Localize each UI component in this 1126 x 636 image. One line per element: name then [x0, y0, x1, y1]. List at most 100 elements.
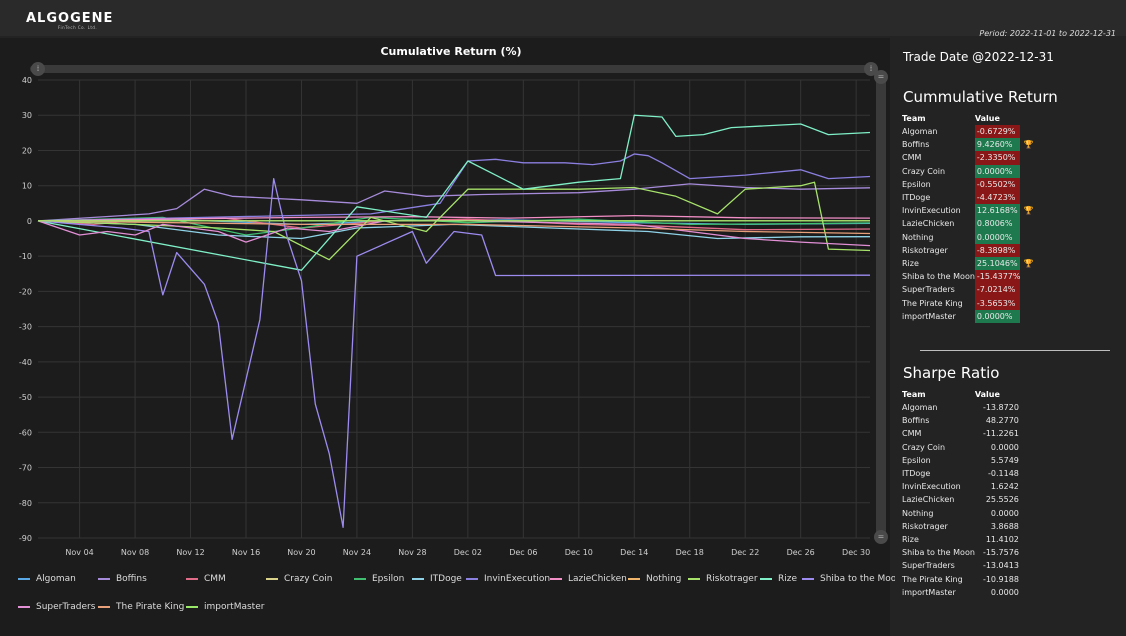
x-tick-label: Dec 02 [454, 548, 482, 557]
trophy-icon [1020, 178, 1037, 191]
y-tick-label: -20 [19, 287, 32, 296]
trophy-icon [1020, 310, 1037, 323]
chart-horizontal-scrollbar[interactable] [30, 65, 878, 73]
legend-item[interactable]: Algoman [18, 574, 76, 584]
legend-item[interactable]: Riskotrager [688, 574, 758, 584]
legend-item[interactable]: InvinExecution [466, 574, 550, 584]
legend-label: Boffins [116, 574, 147, 584]
y-tick-label: 30 [22, 111, 32, 120]
team-name: Rize [902, 534, 919, 544]
y-tick-label: -40 [19, 358, 32, 367]
scroll-top-handle[interactable]: = [874, 70, 888, 84]
y-axis: 40 30 20 10 0 -10 -20 -30 -40 -50 -60 -70 -80 -90 [19, 76, 32, 543]
cum-row: Crazy Coin 0.0000% [902, 164, 1037, 178]
cum-row: Epsilon -0.5502% [902, 177, 1037, 191]
sharpe-value: 0.0000 [990, 587, 1019, 597]
scroll-left-handle[interactable]: ⁞ [31, 62, 45, 76]
return-value: 25.1046% [974, 256, 1021, 271]
series-line [37, 214, 871, 222]
team-name: Epsilon [902, 455, 931, 465]
scroll-bottom-handle[interactable]: = [874, 530, 888, 544]
stats-panel: Trade Date @2022-12-31 Cummulative Retur… [895, 38, 1126, 636]
legend-swatch [550, 577, 562, 580]
chart-title: Cumulative Return (%) [380, 45, 521, 58]
algogene-logo: ALGOGENE [26, 11, 114, 26]
trade-date-title: Trade Date @2022-12-31 [903, 50, 1054, 64]
return-value: 12.6168% [974, 204, 1021, 218]
panel-divider [920, 350, 1110, 351]
legend-item[interactable]: importMaster [186, 602, 264, 612]
team-header: Team [902, 113, 926, 123]
trophy-icon [1020, 283, 1037, 296]
legend-label: Crazy Coin [284, 574, 333, 584]
top-bar: ALGOGENE FinTech Co. Ltd. Period: 2022-1… [0, 0, 1126, 38]
cum-row: The Pirate King -3.5653% [902, 296, 1037, 310]
sharpe-value: 5.5749 [990, 455, 1019, 465]
x-tick-label: Dec 06 [509, 548, 537, 557]
team-header: Team [902, 389, 926, 399]
cum-row: LazieChicken 0.8006% [902, 217, 1037, 231]
legend-item[interactable]: LazieChicken [550, 574, 627, 584]
trophy-icon [1020, 191, 1037, 204]
y-tick-label: 0 [27, 217, 32, 226]
x-tick-label: Nov 20 [287, 548, 315, 557]
team-name: importMaster [902, 311, 956, 321]
return-value: -3.5653% [974, 296, 1021, 310]
cumulative-return-table: Team Value Algoman -0.6729% Boffins 9.4260%… [902, 112, 1037, 323]
return-value: -2.3350% [974, 151, 1021, 165]
legend-swatch [18, 577, 30, 580]
sharpe-value: 1.6242 [990, 482, 1019, 492]
x-tick-label: Nov 08 [121, 548, 149, 557]
legend-item[interactable]: Rize [760, 574, 797, 584]
trophy-icon [1020, 151, 1037, 164]
logo-subtitle: FinTech Co. Ltd. [58, 25, 98, 30]
sharpe-value: -13.0413 [982, 561, 1019, 571]
trophy-icon: 🏆 [1023, 140, 1034, 150]
legend-swatch [802, 577, 814, 580]
legend-item[interactable]: SuperTraders [18, 602, 95, 612]
sharpe-row: ITDoge -0.1148 [902, 467, 1019, 480]
legend-item[interactable]: Shiba to the Moon [802, 574, 902, 584]
return-value: -0.6729% [974, 125, 1021, 139]
legend-label: CMM [204, 574, 226, 584]
legend-item[interactable]: Epsilon [354, 574, 404, 584]
sharpe-value: 25.5526 [985, 495, 1019, 505]
team-name: SuperTraders [902, 561, 955, 571]
team-name: CMM [902, 429, 922, 439]
return-value: 0.0000% [974, 309, 1021, 323]
cum-row: InvinExecution 12.6168% 🏆 [902, 204, 1037, 218]
sharpe-value: -13.8720 [982, 403, 1019, 413]
sharpe-value: 3.8688 [990, 521, 1019, 531]
y-tick-label: -60 [19, 428, 32, 437]
legend-swatch [354, 577, 366, 580]
legend-item[interactable]: Boffins [98, 574, 147, 584]
sharpe-value: 11.4102 [985, 534, 1019, 544]
team-name: Nothing [902, 508, 934, 518]
team-name: Algoman [902, 403, 938, 413]
cum-row: Rize 25.1046% 🏆 [902, 256, 1037, 271]
legend-item[interactable]: Crazy Coin [266, 574, 332, 584]
cum-row: Boffins 9.4260% 🏆 [902, 138, 1037, 152]
trophy-icon [1020, 270, 1037, 283]
legend-label: InvinExecution [484, 574, 551, 584]
x-tick-label: Dec 26 [787, 548, 815, 557]
legend-item[interactable]: CMM [186, 574, 226, 584]
chart-vertical-scrollbar[interactable] [876, 72, 886, 542]
legend-label: ITDoge [430, 574, 462, 584]
legend-label: The Pirate King [116, 602, 185, 612]
legend-item[interactable]: Nothing [628, 574, 681, 584]
legend-swatch [266, 577, 278, 580]
team-name: Riskotrager [902, 245, 948, 255]
legend-swatch [688, 577, 700, 580]
return-value: 9.4260% [974, 138, 1021, 152]
legend-item[interactable]: The Pirate King [98, 602, 184, 612]
legend-swatch [628, 577, 640, 580]
return-value: 0.8006% [974, 217, 1021, 231]
team-name: Epsilon [902, 179, 931, 189]
sharpe-value: 48.2770 [985, 416, 1019, 426]
legend-item[interactable]: ITDoge [412, 574, 462, 584]
team-name: The Pirate King [902, 298, 963, 308]
team-name: SuperTraders [902, 285, 955, 295]
team-name: Boffins [902, 416, 930, 426]
return-value: -7.0214% [974, 283, 1021, 297]
